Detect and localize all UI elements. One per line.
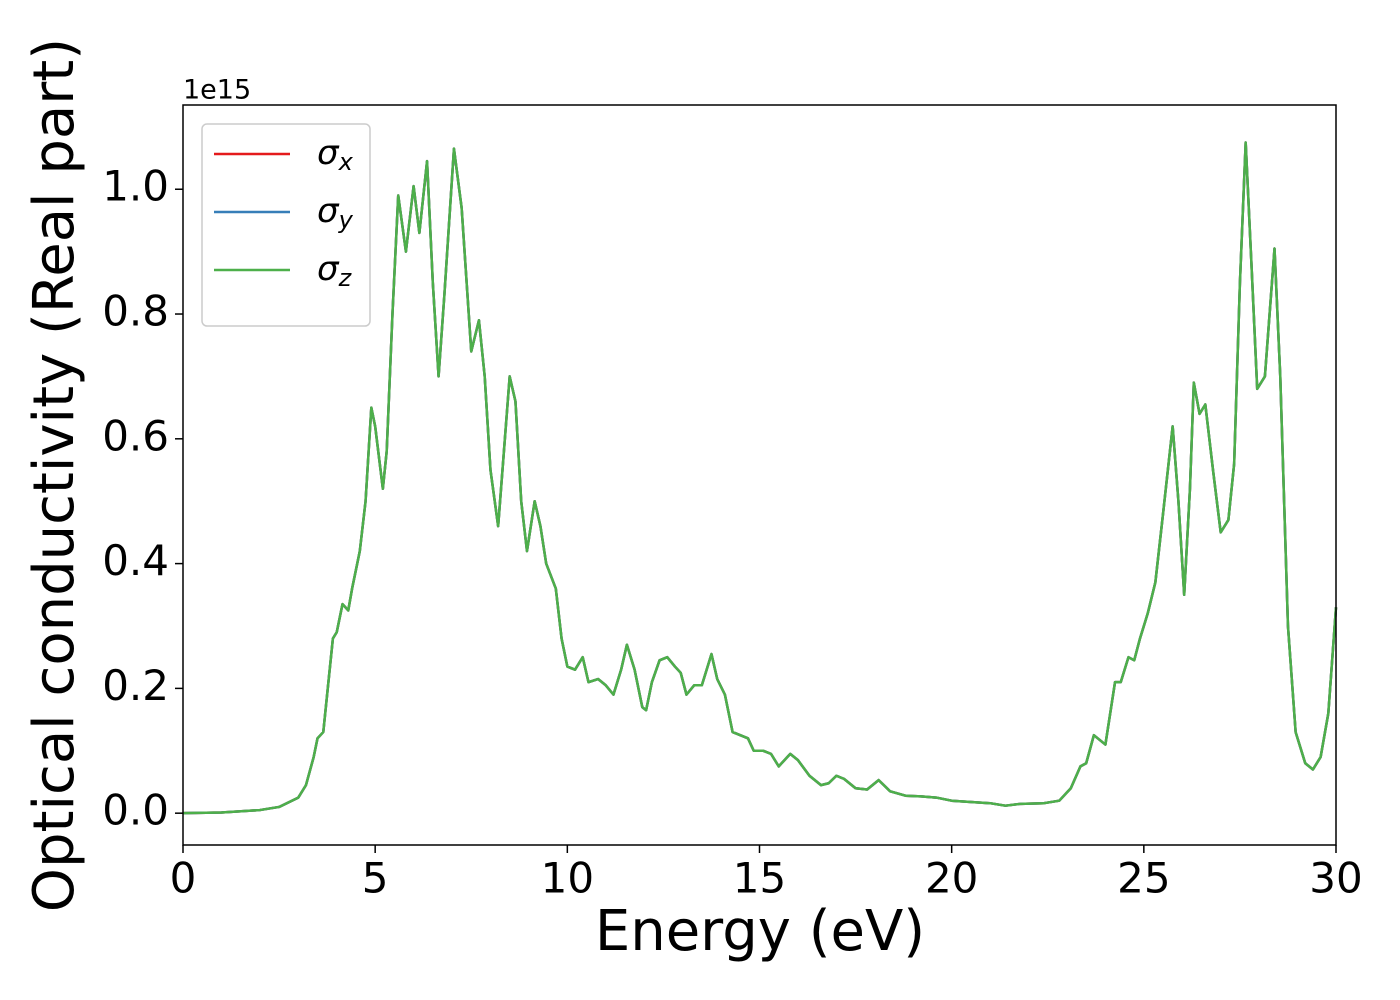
x-axis-label: Energy (eV): [595, 899, 925, 964]
y-axis-label: Optical conductivity (Real part): [22, 38, 87, 912]
legend-label: σx: [317, 133, 354, 177]
y-tick-label: 0.2: [102, 661, 169, 710]
x-tick-label: 0: [170, 854, 197, 903]
x-tick-label: 25: [1117, 854, 1170, 903]
legend-label: σz: [317, 249, 353, 293]
y-tick-label: 0.8: [102, 287, 169, 336]
y-tick-label: 0.0: [102, 786, 169, 835]
y-tick-label: 0.6: [102, 411, 169, 460]
x-tick-label: 5: [362, 854, 389, 903]
legend-label: σy: [317, 191, 354, 235]
x-tick-label: 20: [925, 854, 978, 903]
legend-box: [201, 123, 371, 327]
y-tick-label: 0.4: [102, 536, 169, 585]
x-tick-label: 15: [733, 854, 786, 903]
y-offset-text: 1e15: [183, 75, 251, 106]
x-tick-label: 30: [1309, 854, 1362, 903]
y-tick-label: 1.0: [102, 162, 169, 211]
plot-frame: [182, 104, 1337, 846]
data-line: [182, 141, 1338, 815]
x-tick-label: 10: [541, 854, 594, 903]
